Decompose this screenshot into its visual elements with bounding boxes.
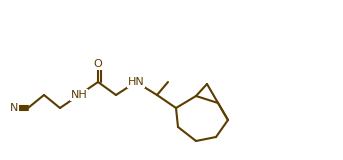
Text: NH: NH (71, 90, 87, 100)
Text: O: O (94, 59, 102, 69)
Text: HN: HN (128, 77, 144, 87)
Text: N: N (10, 103, 18, 113)
